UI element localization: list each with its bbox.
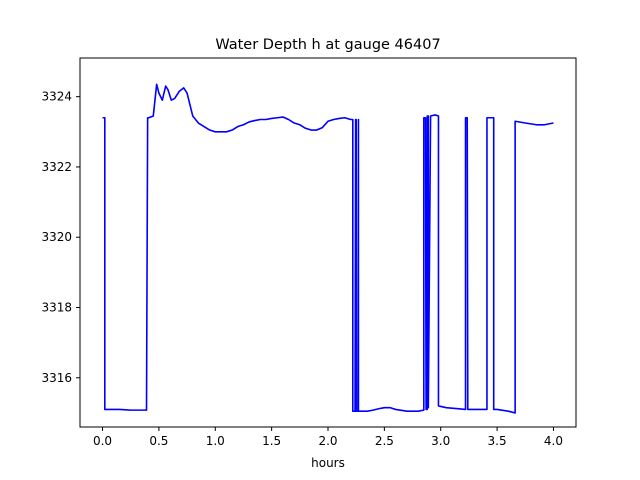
x-tick-label: 4.0 [544, 434, 563, 448]
y-tick-label: 3322 [41, 160, 72, 174]
x-tick-label: 0.0 [93, 434, 112, 448]
y-axis: 3316 3318 3320 3322 3324 [41, 90, 80, 385]
y-tick-label: 3318 [41, 301, 72, 315]
series-layer [102, 83, 554, 414]
x-tick-label: 2.5 [375, 434, 394, 448]
y-tick-label: 3316 [41, 371, 72, 385]
x-tick-label: 3.5 [488, 434, 507, 448]
chart-title: Water Depth h at gauge 46407 [215, 37, 440, 53]
series-line-0 [102, 83, 554, 414]
y-tick-label: 3320 [41, 230, 72, 244]
x-tick-label: 3.0 [431, 434, 450, 448]
x-tick-label: 1.0 [206, 434, 225, 448]
x-tick-label: 1.5 [262, 434, 281, 448]
x-axis-label: hours [311, 456, 345, 470]
x-tick-label: 0.5 [149, 434, 168, 448]
x-tick-label: 2.0 [318, 434, 337, 448]
x-axis: 0.0 0.5 1.0 1.5 2.0 2.5 3.0 3.5 4.0 [93, 427, 563, 448]
y-tick-label: 3324 [41, 90, 72, 104]
